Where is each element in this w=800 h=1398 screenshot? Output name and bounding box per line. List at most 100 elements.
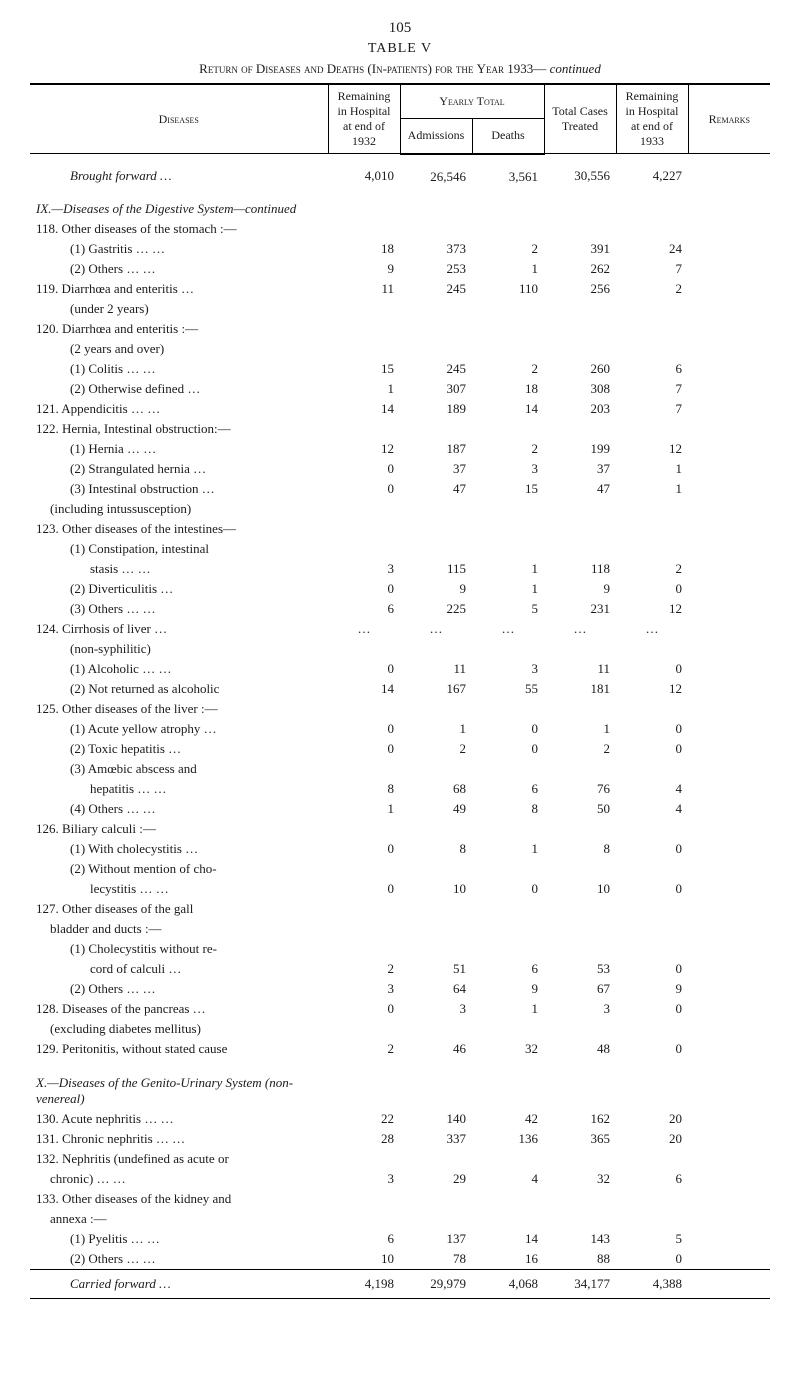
value-cell: 7 bbox=[616, 259, 688, 279]
page-number: 105 bbox=[30, 20, 770, 37]
remarks-cell bbox=[688, 259, 770, 279]
value-cell: 0 bbox=[328, 579, 400, 599]
table-row: 121. Appendicitis … …14189142037 bbox=[30, 399, 770, 419]
value-cell: 308 bbox=[544, 379, 616, 399]
disease-cell: (2) Otherwise defined … bbox=[30, 379, 328, 399]
value-cell: … bbox=[400, 619, 472, 639]
disease-cell: (2) Strangulated hernia … bbox=[30, 459, 328, 479]
value-cell bbox=[544, 1189, 616, 1209]
value-cell bbox=[328, 699, 400, 719]
table-row: (2 years and over) bbox=[30, 339, 770, 359]
remarks-cell bbox=[688, 1109, 770, 1129]
remarks-cell bbox=[688, 799, 770, 819]
value-cell bbox=[544, 299, 616, 319]
disease-cell: 121. Appendicitis … … bbox=[30, 399, 328, 419]
section-heading: X.—Diseases of the Genito-Urinary System… bbox=[30, 1073, 328, 1109]
value-cell: 34,177 bbox=[544, 1269, 616, 1298]
value-cell bbox=[472, 939, 544, 959]
diseases-table: Diseases Remaining in Hospital at end of… bbox=[30, 83, 770, 1299]
remarks-cell bbox=[688, 339, 770, 359]
value-cell bbox=[400, 1189, 472, 1209]
value-cell bbox=[328, 299, 400, 319]
value-cell: 337 bbox=[400, 1129, 472, 1149]
value-cell: 1 bbox=[616, 479, 688, 499]
disease-cell: (2) Others … … bbox=[30, 979, 328, 999]
disease-cell: (1) Colitis … … bbox=[30, 359, 328, 379]
value-cell bbox=[544, 499, 616, 519]
value-cell: … bbox=[616, 619, 688, 639]
value-cell: 3 bbox=[328, 559, 400, 579]
value-cell bbox=[328, 939, 400, 959]
value-cell: 18 bbox=[472, 379, 544, 399]
col-r32-l4: 1932 bbox=[352, 134, 376, 148]
value-cell: 0 bbox=[328, 719, 400, 739]
value-cell bbox=[328, 539, 400, 559]
table-row: (2) Diverticulitis …09190 bbox=[30, 579, 770, 599]
value-cell bbox=[616, 919, 688, 939]
value-cell: 37 bbox=[400, 459, 472, 479]
value-cell bbox=[472, 339, 544, 359]
blank-cell bbox=[688, 199, 770, 219]
remarks-cell bbox=[688, 1249, 770, 1270]
value-cell bbox=[400, 699, 472, 719]
table-row: 119. Diarrhœa and enteritis …11245110256… bbox=[30, 279, 770, 299]
value-cell: 3,561 bbox=[472, 154, 544, 199]
table-row: (3) Others … …6225523112 bbox=[30, 599, 770, 619]
value-cell bbox=[544, 939, 616, 959]
col-tc-l2: Treated bbox=[562, 119, 598, 133]
value-cell: 4 bbox=[616, 779, 688, 799]
value-cell: 143 bbox=[544, 1229, 616, 1249]
value-cell bbox=[472, 899, 544, 919]
value-cell: 225 bbox=[400, 599, 472, 619]
table-row: (including intussusception) bbox=[30, 499, 770, 519]
blank-cell bbox=[328, 199, 400, 219]
value-cell bbox=[616, 519, 688, 539]
remarks-cell bbox=[688, 839, 770, 859]
remarks-cell bbox=[688, 419, 770, 439]
value-cell bbox=[328, 759, 400, 779]
col-admissions: Admissions bbox=[400, 119, 472, 154]
value-cell: 51 bbox=[400, 959, 472, 979]
remarks-cell bbox=[688, 599, 770, 619]
disease-cell: lecystitis … … bbox=[30, 879, 328, 899]
value-cell bbox=[328, 1189, 400, 1209]
value-cell bbox=[616, 419, 688, 439]
disease-cell: annexa :— bbox=[30, 1209, 328, 1229]
value-cell bbox=[616, 539, 688, 559]
remarks-cell bbox=[688, 999, 770, 1019]
value-cell bbox=[616, 1189, 688, 1209]
table-row: 132. Nephritis (undefined as acute or bbox=[30, 1149, 770, 1169]
value-cell: 14 bbox=[472, 1229, 544, 1249]
value-cell bbox=[328, 919, 400, 939]
remarks-cell bbox=[688, 759, 770, 779]
value-cell bbox=[472, 499, 544, 519]
col-r32-l1: Remaining bbox=[338, 89, 391, 103]
disease-cell: 126. Biliary calculi :— bbox=[30, 819, 328, 839]
col-r32-l2: in Hospital bbox=[338, 104, 391, 118]
value-cell bbox=[472, 219, 544, 239]
col-r33-l3: at end of bbox=[631, 119, 673, 133]
value-cell: 88 bbox=[544, 1249, 616, 1270]
value-cell: 140 bbox=[400, 1109, 472, 1129]
remarks-cell bbox=[688, 699, 770, 719]
value-cell: 245 bbox=[400, 359, 472, 379]
value-cell bbox=[544, 1209, 616, 1229]
value-cell bbox=[400, 539, 472, 559]
value-cell: 2 bbox=[616, 559, 688, 579]
remarks-cell bbox=[688, 154, 770, 199]
disease-cell: 125. Other diseases of the liver :— bbox=[30, 699, 328, 719]
value-cell: 48 bbox=[544, 1039, 616, 1059]
table-row: (3) Intestinal obstruction …04715471 bbox=[30, 479, 770, 499]
value-cell: 9 bbox=[472, 979, 544, 999]
blank-cell bbox=[544, 199, 616, 219]
table-caption: Return of Diseases and Deaths (In-patien… bbox=[30, 61, 770, 77]
value-cell: 0 bbox=[328, 999, 400, 1019]
value-cell bbox=[616, 499, 688, 519]
value-cell: 0 bbox=[328, 739, 400, 759]
remarks-cell bbox=[688, 239, 770, 259]
section-heading-row: IX.—Diseases of the Digestive System—con… bbox=[30, 199, 770, 219]
value-cell: 2 bbox=[616, 279, 688, 299]
table-row: (1) Hernia … …12187219912 bbox=[30, 439, 770, 459]
value-cell: 7 bbox=[616, 399, 688, 419]
value-cell: 6 bbox=[328, 1229, 400, 1249]
